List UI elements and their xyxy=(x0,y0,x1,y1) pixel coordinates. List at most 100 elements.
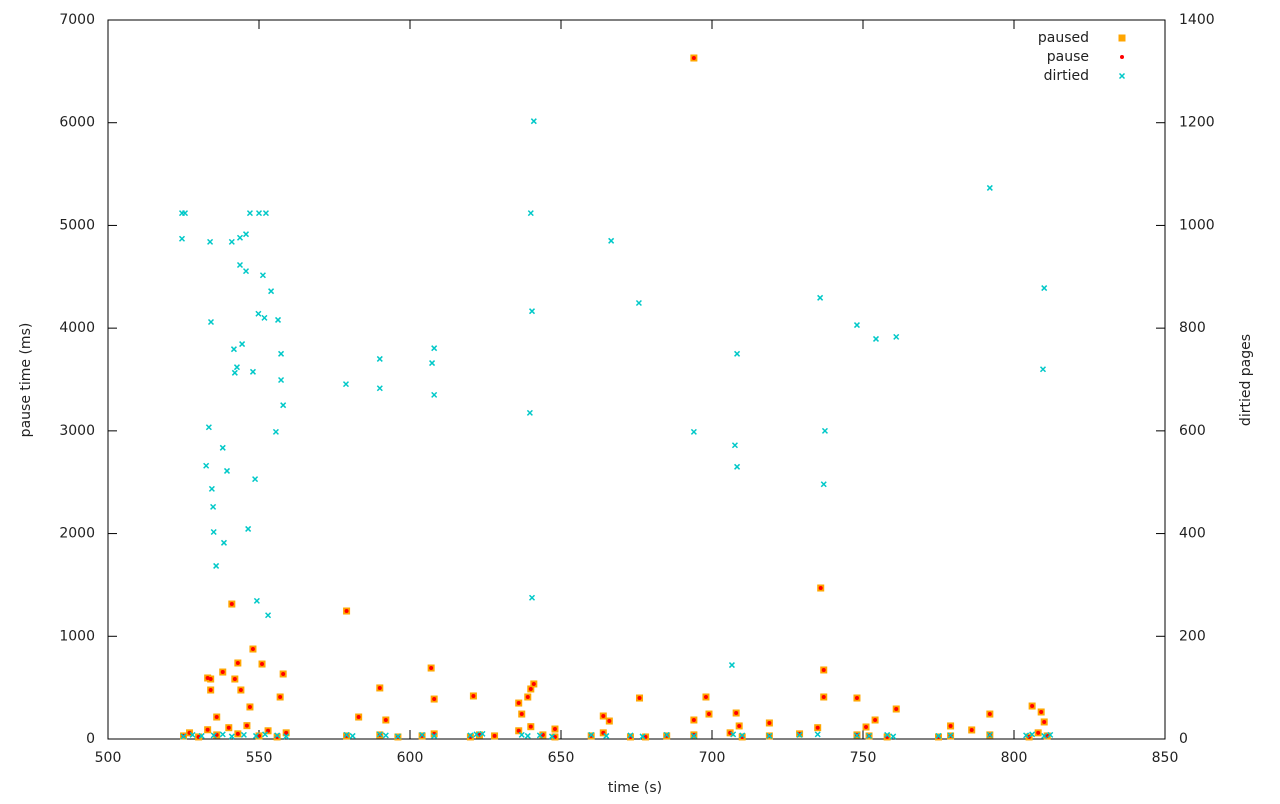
point xyxy=(518,731,525,738)
point xyxy=(236,234,244,241)
point xyxy=(821,694,826,699)
point xyxy=(382,732,389,739)
point xyxy=(528,594,536,601)
point xyxy=(377,685,382,690)
point xyxy=(935,732,942,739)
point xyxy=(240,731,247,738)
point xyxy=(255,310,262,317)
y2-tick-label: 0 xyxy=(1179,731,1188,747)
point xyxy=(969,727,974,732)
point xyxy=(1039,709,1044,714)
point xyxy=(278,350,285,357)
point xyxy=(431,345,438,352)
point xyxy=(210,503,217,510)
x-tick-label: 550 xyxy=(246,750,273,766)
point xyxy=(703,694,708,699)
point xyxy=(278,376,285,384)
point xyxy=(236,261,244,269)
y2-tick-label: 200 xyxy=(1179,628,1206,644)
y2-tick-label: 400 xyxy=(1179,526,1206,542)
point xyxy=(214,715,219,720)
x-axis-label: time (s) xyxy=(608,780,662,796)
point xyxy=(492,733,497,738)
point xyxy=(231,369,238,376)
point xyxy=(239,341,246,348)
point xyxy=(213,562,220,569)
point xyxy=(528,724,533,729)
y2-tick-label: 1000 xyxy=(1179,217,1215,233)
point xyxy=(530,118,537,125)
legend-marker xyxy=(1118,34,1126,42)
point xyxy=(608,237,615,244)
point xyxy=(208,688,213,693)
point xyxy=(986,731,993,738)
point xyxy=(203,462,210,469)
point xyxy=(821,427,828,434)
point xyxy=(228,238,235,245)
point xyxy=(473,731,480,738)
y-tick-label: 4000 xyxy=(59,320,95,336)
point xyxy=(1023,732,1030,739)
legend-label: dirtied xyxy=(1044,68,1089,84)
point xyxy=(739,732,746,739)
point xyxy=(208,485,215,492)
point xyxy=(253,597,260,604)
point xyxy=(1041,285,1048,292)
point xyxy=(180,733,187,740)
point xyxy=(356,715,361,720)
y2-tick-label: 600 xyxy=(1179,423,1206,439)
point xyxy=(817,294,824,301)
point xyxy=(1041,732,1048,739)
point xyxy=(479,730,486,737)
y2-axis-label: dirtied pages xyxy=(1238,334,1254,426)
y2-tick-label: 1400 xyxy=(1179,12,1215,28)
point xyxy=(691,717,696,722)
point xyxy=(205,727,210,732)
point xyxy=(233,364,240,371)
point xyxy=(947,732,954,739)
point xyxy=(731,442,738,449)
x-tick-label: 600 xyxy=(397,750,424,766)
point xyxy=(767,720,772,725)
legend-marker xyxy=(1120,55,1124,59)
point xyxy=(893,333,900,340)
point xyxy=(854,696,859,701)
point xyxy=(376,355,383,362)
point xyxy=(706,712,711,717)
y-tick-label: 3000 xyxy=(59,423,95,439)
point xyxy=(814,731,821,738)
point xyxy=(207,318,215,326)
point xyxy=(278,694,283,699)
point xyxy=(244,723,249,728)
point xyxy=(220,670,225,675)
point xyxy=(281,671,286,676)
legend-label: paused xyxy=(1038,30,1089,46)
y-axis-label: pause time (ms) xyxy=(18,323,34,438)
point xyxy=(189,731,196,738)
point xyxy=(274,732,281,739)
point xyxy=(737,723,742,728)
point xyxy=(376,731,383,738)
x-tick-label: 700 xyxy=(699,750,726,766)
point xyxy=(429,360,436,367)
point xyxy=(235,660,240,665)
point xyxy=(1039,366,1047,373)
point xyxy=(527,210,534,217)
point xyxy=(207,238,214,245)
point xyxy=(181,210,189,217)
point xyxy=(552,727,557,732)
point xyxy=(525,694,530,699)
point xyxy=(283,733,290,740)
point xyxy=(220,539,227,546)
point xyxy=(394,733,401,740)
point xyxy=(588,731,595,738)
point xyxy=(342,381,350,388)
point xyxy=(232,677,237,682)
point xyxy=(261,314,268,321)
point xyxy=(526,409,533,416)
point xyxy=(873,717,878,722)
point xyxy=(728,662,735,669)
point xyxy=(419,731,426,738)
point xyxy=(531,681,536,686)
